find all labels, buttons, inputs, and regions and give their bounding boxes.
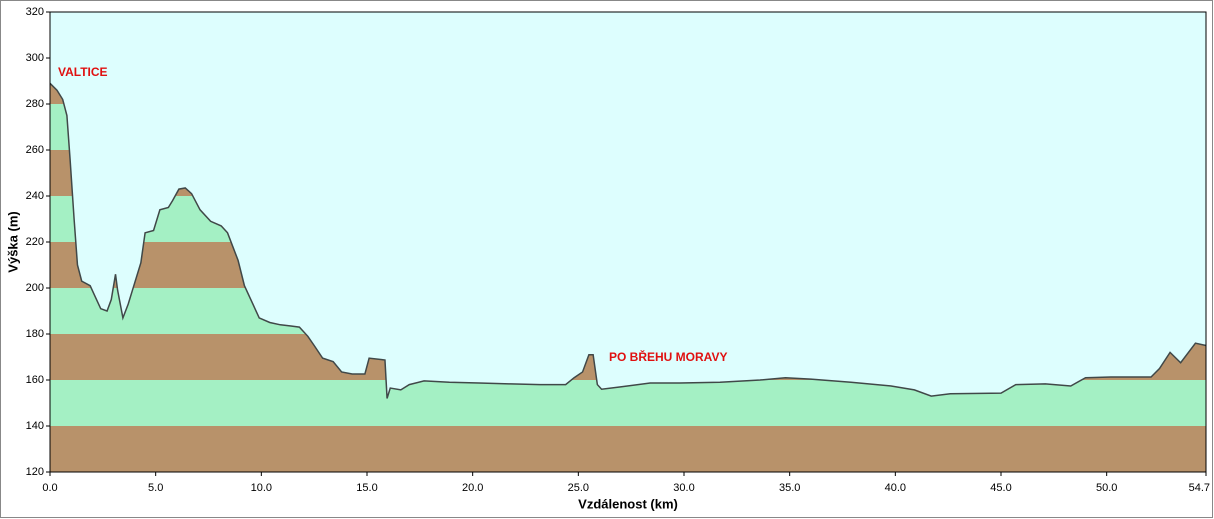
y-tick-label: 320 — [26, 6, 44, 18]
y-tick-label: 120 — [26, 466, 44, 478]
x-tick-label: 54.7 — [1189, 482, 1210, 494]
y-tick-label: 260 — [26, 144, 44, 156]
y-tick-label: 280 — [26, 98, 44, 110]
x-tick-label: 0.0 — [42, 482, 57, 494]
x-tick-label: 30.0 — [673, 482, 694, 494]
x-tick-label: 25.0 — [568, 482, 589, 494]
x-tick-label: 35.0 — [779, 482, 800, 494]
x-tick-label: 50.0 — [1096, 482, 1117, 494]
elevation-band — [50, 426, 1206, 472]
y-tick-label: 160 — [26, 374, 44, 386]
y-tick-label: 140 — [26, 420, 44, 432]
annotation: VALTICE — [58, 65, 108, 79]
y-tick-label: 240 — [26, 190, 44, 202]
x-tick-label: 20.0 — [462, 482, 483, 494]
y-tick-label: 220 — [26, 236, 44, 248]
x-axis-title: Vzdálenost (km) — [578, 496, 678, 511]
x-tick-label: 15.0 — [356, 482, 377, 494]
x-tick-label: 40.0 — [885, 482, 906, 494]
y-tick-label: 200 — [26, 282, 44, 294]
annotation: PO BŘEHU MORAVY — [609, 349, 727, 364]
y-axis-title: Výška (m) — [5, 211, 20, 272]
x-tick-label: 10.0 — [251, 482, 272, 494]
y-tick-label: 180 — [26, 328, 44, 340]
x-tick-label: 45.0 — [990, 482, 1011, 494]
profile-line — [49, 82, 1207, 399]
elevation-band — [50, 380, 1206, 426]
y-tick-label: 300 — [26, 52, 44, 64]
x-tick-label: 5.0 — [148, 482, 163, 494]
